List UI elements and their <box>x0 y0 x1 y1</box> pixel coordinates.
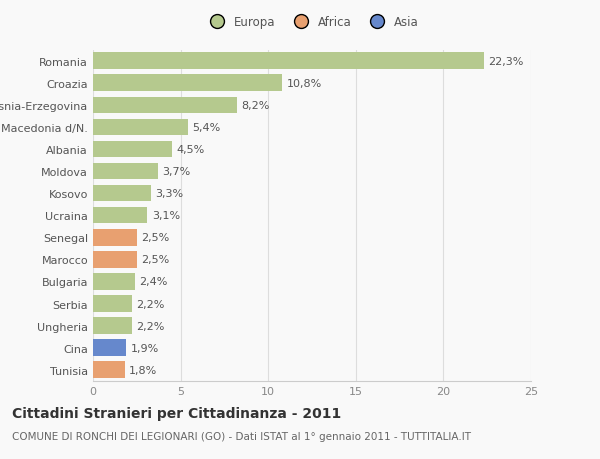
Text: 2,2%: 2,2% <box>136 299 164 309</box>
Bar <box>93 230 137 246</box>
Text: 8,2%: 8,2% <box>241 101 269 111</box>
Text: 3,3%: 3,3% <box>155 189 184 199</box>
Text: 10,8%: 10,8% <box>287 78 322 89</box>
Text: 3,7%: 3,7% <box>162 167 190 177</box>
Text: 2,5%: 2,5% <box>141 255 169 265</box>
Bar <box>93 318 131 334</box>
Bar <box>93 207 148 224</box>
Bar <box>93 252 137 268</box>
Text: 3,1%: 3,1% <box>152 211 180 221</box>
Bar <box>93 141 172 158</box>
Bar <box>93 119 188 136</box>
Bar <box>93 362 125 378</box>
Bar <box>93 274 135 290</box>
Bar <box>93 185 151 202</box>
Text: 2,4%: 2,4% <box>139 277 168 287</box>
Text: 1,8%: 1,8% <box>129 365 157 375</box>
Bar <box>93 75 282 92</box>
Text: 5,4%: 5,4% <box>192 123 220 133</box>
Text: Cittadini Stranieri per Cittadinanza - 2011: Cittadini Stranieri per Cittadinanza - 2… <box>12 406 341 420</box>
Bar <box>93 97 236 114</box>
Text: 4,5%: 4,5% <box>176 145 205 155</box>
Text: 2,5%: 2,5% <box>141 233 169 243</box>
Text: 1,9%: 1,9% <box>131 343 159 353</box>
Text: 22,3%: 22,3% <box>488 56 523 67</box>
Bar <box>93 53 484 70</box>
Text: 2,2%: 2,2% <box>136 321 164 331</box>
Bar <box>93 296 131 312</box>
Legend: Europa, Africa, Asia: Europa, Africa, Asia <box>203 13 421 31</box>
Text: COMUNE DI RONCHI DEI LEGIONARI (GO) - Dati ISTAT al 1° gennaio 2011 - TUTTITALIA: COMUNE DI RONCHI DEI LEGIONARI (GO) - Da… <box>12 431 471 442</box>
Bar <box>93 340 126 356</box>
Bar <box>93 163 158 180</box>
